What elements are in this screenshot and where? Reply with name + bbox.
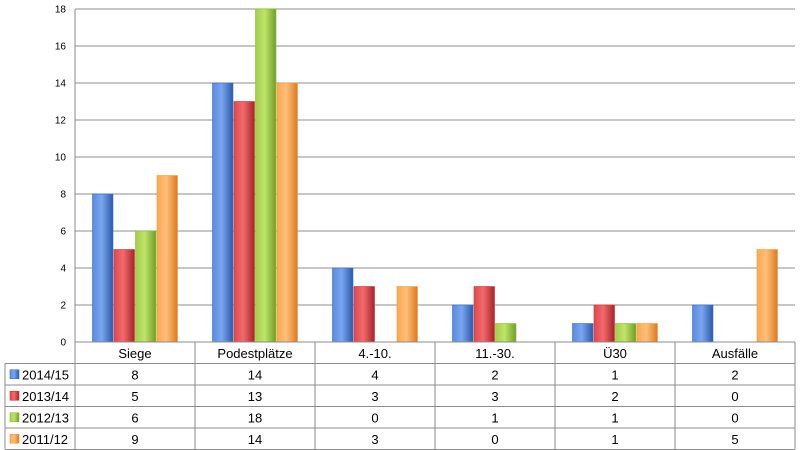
bar (452, 304, 474, 343)
bar (396, 286, 418, 343)
table-cell: 0 (731, 389, 738, 404)
bar (495, 323, 517, 343)
bars (92, 8, 778, 343)
y-tick-label: 12 (55, 116, 67, 127)
table-cell: 2 (731, 367, 738, 382)
table-cell: 14 (248, 432, 262, 447)
bar (255, 8, 277, 343)
y-tick-label: 18 (55, 5, 67, 16)
table-cell: 0 (731, 410, 738, 425)
table-cell: 9 (131, 432, 138, 447)
table-cell: 4 (371, 367, 378, 382)
table-cell: 6 (131, 410, 138, 425)
y-tick-label: 8 (60, 190, 66, 201)
category-label: Ausfälle (712, 346, 758, 361)
y-tick-label: 10 (55, 153, 67, 164)
series-name: 2011/12 (22, 432, 68, 447)
table-cell: 18 (248, 410, 262, 425)
category-label: 4.-10. (358, 346, 391, 361)
series-name: 2012/13 (22, 410, 69, 425)
legend-key (9, 369, 20, 380)
table-cell: 14 (248, 367, 262, 382)
bar (692, 304, 714, 343)
bar (756, 249, 778, 343)
category-label: Ü30 (603, 346, 627, 361)
table-cell: 5 (131, 389, 138, 404)
bar (233, 101, 255, 343)
table-cell: 3 (371, 432, 378, 447)
table-cell: 2 (491, 367, 498, 382)
table-cell: 0 (371, 410, 378, 425)
y-tick-label: 6 (60, 227, 66, 238)
table-cell: 2 (611, 389, 618, 404)
category-label: Siege (118, 346, 151, 361)
bar (92, 193, 114, 343)
legend-key (9, 412, 20, 423)
table-cell: 1 (491, 410, 498, 425)
table-cell: 13 (248, 389, 262, 404)
gridlines (75, 8, 795, 343)
bar (353, 286, 375, 343)
y-tick-label: 4 (60, 264, 66, 275)
table-cell: 3 (491, 389, 498, 404)
y-tick-label: 2 (60, 301, 66, 312)
bar (276, 82, 298, 343)
bar (156, 175, 178, 343)
table-cell: 5 (731, 432, 738, 447)
series-name: 2014/15 (22, 367, 69, 382)
bar (593, 304, 615, 343)
category-label: Podestplätze (217, 346, 292, 361)
table-cell: 1 (611, 432, 618, 447)
bar (212, 82, 234, 343)
table-cell: 1 (611, 410, 618, 425)
bar (473, 286, 495, 343)
table-cell: 0 (491, 432, 498, 447)
data-table: Siege Podestplätze 4.-10. 11.-30. Ü30 Ausfäll… (4, 9, 796, 450)
y-tick-label: 0 (60, 338, 66, 349)
category-label: 11.-30. (475, 346, 515, 361)
table-cell: 1 (611, 367, 618, 382)
table-cell: 8 (131, 367, 138, 382)
bar (113, 249, 135, 343)
legend-key (9, 390, 20, 401)
y-tick-label: 14 (55, 79, 67, 90)
bar (615, 323, 637, 343)
bar (636, 323, 658, 343)
table-cell: 3 (371, 389, 378, 404)
y-tick-label: 16 (55, 42, 67, 53)
bar (135, 230, 157, 343)
series-name: 2013/14 (22, 389, 69, 404)
bar (332, 267, 354, 343)
legend-key (9, 433, 20, 444)
y-axis-ticks: 0 2 4 6 8 10 12 14 16 18 (55, 5, 67, 349)
bar (572, 323, 594, 343)
